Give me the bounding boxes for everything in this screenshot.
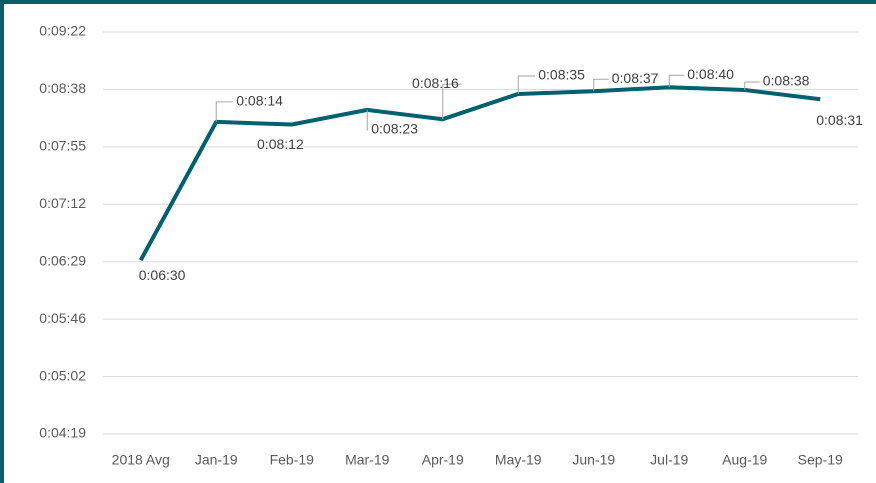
data-label: 0:08:38 [763, 73, 810, 89]
x-tick-label: Jun-19 [572, 452, 615, 468]
x-tick-label: Jul-19 [650, 452, 688, 468]
leader-line [442, 83, 462, 120]
data-label: 0:08:23 [371, 121, 418, 137]
x-tick-label: Feb-19 [270, 452, 315, 468]
x-tick-label: Apr-19 [422, 452, 464, 468]
line [138, 85, 821, 262]
leader-line [215, 101, 234, 122]
data-label: 0:08:14 [236, 93, 283, 109]
data-label: 0:08:16 [412, 75, 459, 91]
leader-line [744, 81, 760, 90]
x-tick-label: Jan-19 [195, 452, 238, 468]
y-tick-label: 0:07:55 [39, 138, 86, 154]
leader-line [668, 74, 685, 88]
y-tick-label: 0:05:46 [39, 310, 86, 326]
x-tick-label: Sep-19 [798, 452, 843, 468]
data-label: 0:06:30 [139, 267, 186, 283]
x-tick-label: Mar-19 [345, 452, 390, 468]
x-tick-label: May-19 [495, 452, 542, 468]
leader-line [517, 75, 536, 94]
y-tick-label: 0:09:22 [39, 23, 86, 39]
y-tick-label: 0:08:38 [39, 80, 86, 96]
y-tick-label: 0:06:29 [39, 252, 86, 268]
y-tick-label: 0:04:19 [39, 425, 86, 441]
data-label: 0:08:12 [257, 136, 304, 152]
leader-line [366, 109, 369, 131]
data-label: 0:08:40 [687, 66, 734, 82]
data-label: 0:08:37 [612, 70, 659, 86]
data-label: 0:08:31 [816, 112, 863, 128]
x-tick-label: Aug-19 [722, 452, 767, 468]
y-tick-label: 0:07:12 [39, 195, 86, 211]
y-tick-label: 0:05:02 [39, 367, 86, 383]
leader-line [593, 78, 609, 92]
x-tick-label: 2018 Avg [112, 452, 170, 468]
data-label: 0:08:35 [538, 67, 585, 83]
